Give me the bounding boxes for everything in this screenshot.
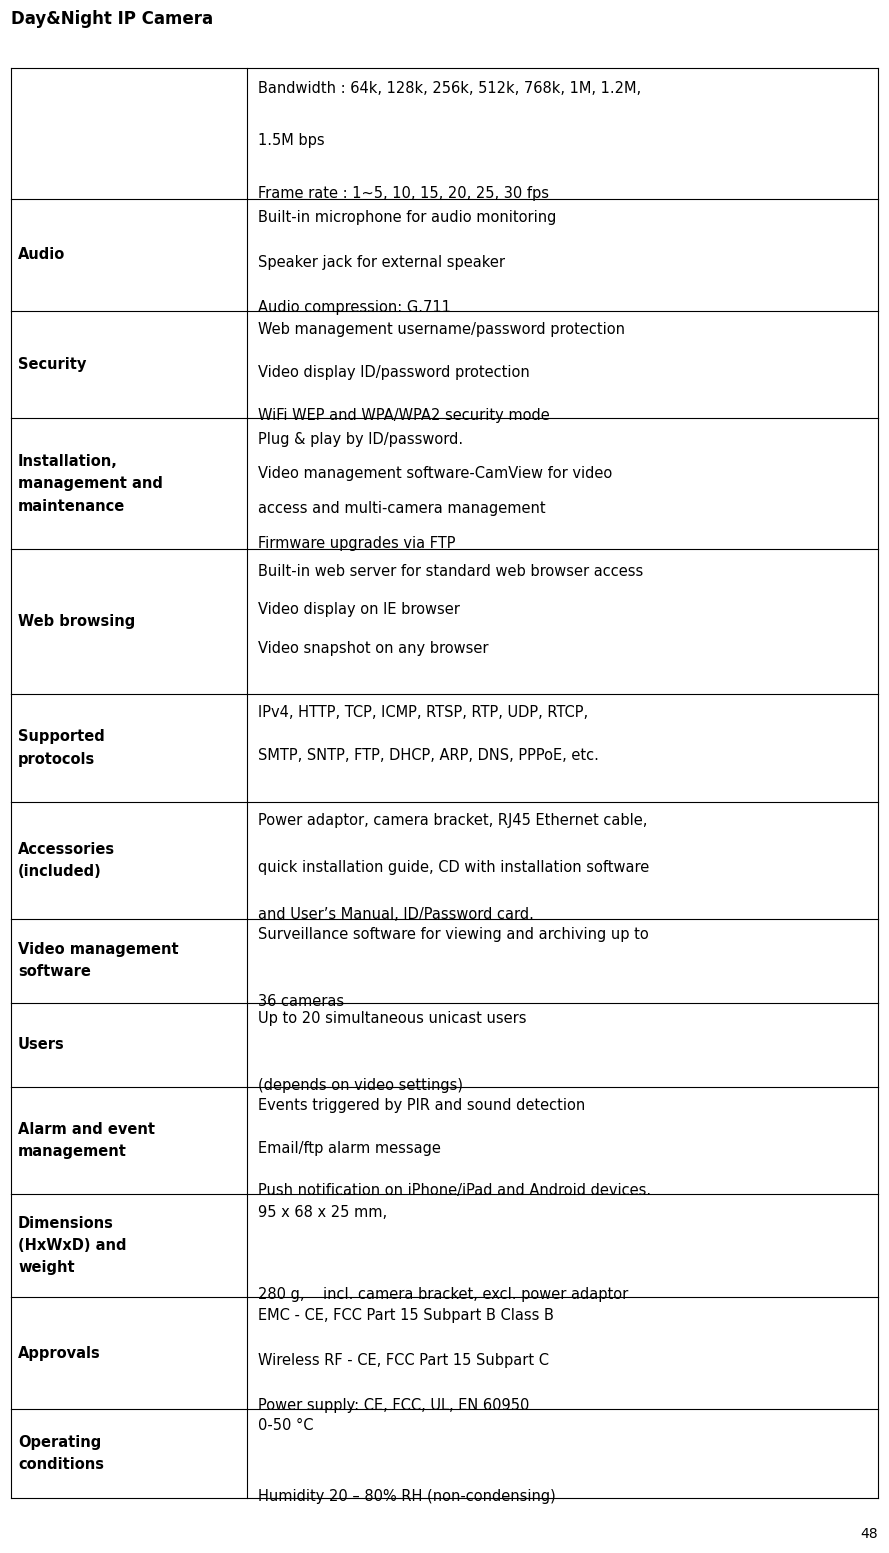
- Text: 280 g,    incl. camera bracket, excl. power adaptor: 280 g, incl. camera bracket, excl. power…: [258, 1287, 628, 1301]
- Text: Events triggered by PIR and sound detection: Events triggered by PIR and sound detect…: [258, 1098, 585, 1112]
- Text: Web management username/password protection: Web management username/password protect…: [258, 321, 625, 337]
- Text: Dimensions
(HxWxD) and
weight: Dimensions (HxWxD) and weight: [18, 1216, 126, 1275]
- Text: Bandwidth : 64k, 128k, 256k, 512k, 768k, 1M, 1.2M,: Bandwidth : 64k, 128k, 256k, 512k, 768k,…: [258, 81, 641, 96]
- Text: Alarm and event
management: Alarm and event management: [18, 1121, 155, 1159]
- Text: Email/ftp alarm message: Email/ftp alarm message: [258, 1140, 441, 1155]
- Text: Humidity 20 – 80% RH (non-condensing): Humidity 20 – 80% RH (non-condensing): [258, 1489, 556, 1505]
- Text: 0-50 °C: 0-50 °C: [258, 1418, 313, 1433]
- Text: SMTP, SNTP, FTP, DHCP, ARP, DNS, PPPoE, etc.: SMTP, SNTP, FTP, DHCP, ARP, DNS, PPPoE, …: [258, 749, 598, 763]
- Text: Power supply: CE, FCC, UL, EN 60950: Power supply: CE, FCC, UL, EN 60950: [258, 1398, 529, 1413]
- Text: Video management
software: Video management software: [18, 943, 179, 980]
- Text: Operating
conditions: Operating conditions: [18, 1435, 104, 1472]
- Text: Push notification on iPhone/iPad and Android devices.: Push notification on iPhone/iPad and And…: [258, 1183, 651, 1199]
- Text: EMC - CE, FCC Part 15 Subpart B Class B: EMC - CE, FCC Part 15 Subpart B Class B: [258, 1308, 554, 1323]
- Text: 95 x 68 x 25 mm,: 95 x 68 x 25 mm,: [258, 1205, 387, 1219]
- Text: Day&Night IP Camera: Day&Night IP Camera: [11, 9, 213, 28]
- Text: 1.5M bps: 1.5M bps: [258, 134, 324, 149]
- Text: Audio: Audio: [18, 247, 65, 262]
- Text: Accessories
(included): Accessories (included): [18, 842, 115, 879]
- Text: Video display on IE browser: Video display on IE browser: [258, 603, 460, 618]
- Text: Frame rate : 1~5, 10, 15, 20, 25, 30 fps: Frame rate : 1~5, 10, 15, 20, 25, 30 fps: [258, 186, 549, 200]
- Text: and User’s Manual, ID/Password card.: and User’s Manual, ID/Password card.: [258, 907, 533, 922]
- Text: Built-in web server for standard web browser access: Built-in web server for standard web bro…: [258, 564, 643, 579]
- Text: Approvals: Approvals: [18, 1345, 100, 1360]
- Text: Up to 20 simultaneous unicast users: Up to 20 simultaneous unicast users: [258, 1011, 526, 1027]
- Text: IPv4, HTTP, TCP, ICMP, RTSP, RTP, UDP, RTCP,: IPv4, HTTP, TCP, ICMP, RTSP, RTP, UDP, R…: [258, 705, 588, 721]
- Text: Supported
protocols: Supported protocols: [18, 730, 105, 767]
- Text: access and multi-camera management: access and multi-camera management: [258, 502, 546, 516]
- Text: quick installation guide, CD with installation software: quick installation guide, CD with instal…: [258, 860, 649, 874]
- Text: Plug & play by ID/password.: Plug & play by ID/password.: [258, 432, 463, 447]
- Text: Users: Users: [18, 1037, 65, 1053]
- Text: Wireless RF - CE, FCC Part 15 Subpart C: Wireless RF - CE, FCC Part 15 Subpart C: [258, 1353, 549, 1368]
- Text: 48: 48: [861, 1527, 878, 1541]
- Text: Video management software-CamView for video: Video management software-CamView for vi…: [258, 466, 612, 481]
- Text: Video display ID/password protection: Video display ID/password protection: [258, 365, 530, 380]
- Text: Firmware upgrades via FTP: Firmware upgrades via FTP: [258, 536, 455, 551]
- Text: Video snapshot on any browser: Video snapshot on any browser: [258, 641, 488, 655]
- Text: Surveillance software for viewing and archiving up to: Surveillance software for viewing and ar…: [258, 927, 649, 943]
- Text: Web browsing: Web browsing: [18, 615, 135, 629]
- Text: WiFi WEP and WPA/WPA2 security mode: WiFi WEP and WPA/WPA2 security mode: [258, 408, 549, 422]
- Text: Audio compression: G.711: Audio compression: G.711: [258, 300, 451, 315]
- Text: Built-in microphone for audio monitoring: Built-in microphone for audio monitoring: [258, 210, 557, 225]
- Text: Security: Security: [18, 357, 86, 373]
- Text: Power adaptor, camera bracket, RJ45 Ethernet cable,: Power adaptor, camera bracket, RJ45 Ethe…: [258, 814, 647, 828]
- Text: Speaker jack for external speaker: Speaker jack for external speaker: [258, 255, 505, 270]
- Text: (depends on video settings): (depends on video settings): [258, 1078, 463, 1093]
- Text: Installation,
management and
maintenance: Installation, management and maintenance: [18, 453, 163, 514]
- Text: 36 cameras: 36 cameras: [258, 994, 344, 1009]
